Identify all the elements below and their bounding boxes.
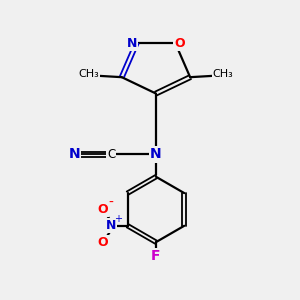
Text: O: O	[174, 37, 185, 50]
Text: F: F	[151, 249, 161, 263]
Text: N: N	[68, 148, 80, 161]
Text: CH₃: CH₃	[212, 69, 233, 79]
Text: N: N	[150, 148, 162, 161]
Text: N: N	[127, 37, 137, 50]
Text: O: O	[97, 203, 108, 216]
Text: O: O	[97, 236, 108, 249]
Text: +: +	[114, 214, 122, 224]
Text: N: N	[106, 219, 116, 232]
Text: -: -	[108, 196, 113, 210]
Text: CH₃: CH₃	[79, 69, 99, 79]
Text: C: C	[107, 148, 116, 161]
